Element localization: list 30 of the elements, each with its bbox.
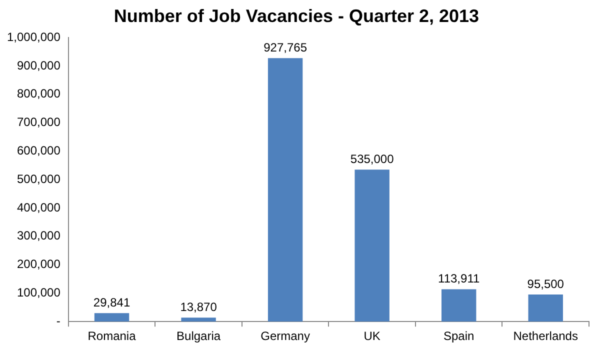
x-tick-label: Bulgaria (176, 329, 221, 344)
y-tick-label: - (56, 314, 60, 328)
y-tick-label: 500,000 (16, 172, 61, 186)
data-label: 113,911 (438, 272, 480, 286)
data-label: 95,500 (527, 276, 564, 291)
bar (268, 58, 303, 322)
data-label: 535,000 (350, 152, 394, 166)
bar (94, 313, 130, 322)
y-tick-label: 100,000 (16, 286, 61, 300)
y-tick-label: 200,000 (16, 257, 61, 272)
x-tick-label: Germany (260, 329, 310, 344)
y-tick-label: 400,000 (16, 200, 61, 214)
x-tick-label: Romania (88, 329, 136, 344)
y-tick-label: 300,000 (16, 228, 61, 243)
y-tick-label: 900,000 (16, 58, 61, 72)
x-tick-label: Netherlands (513, 329, 578, 344)
bar (528, 294, 563, 322)
x-tick-label: Spain (443, 329, 474, 344)
x-tick-label: UK (364, 329, 380, 344)
data-label: 13,870 (180, 300, 218, 314)
y-tick-label: 700,000 (16, 115, 61, 130)
y-tick-label: 1,000,000 (6, 30, 61, 44)
data-label: 927,765 (264, 40, 308, 54)
bar (354, 170, 390, 322)
data-label: 29,841 (93, 295, 130, 310)
chart-title: Number of Job Vacancies - Quarter 2, 2013 (114, 6, 480, 26)
bar (181, 318, 216, 322)
bar (441, 289, 476, 322)
y-tick-label: 600,000 (16, 144, 61, 158)
y-tick-label: 800,000 (16, 86, 61, 101)
